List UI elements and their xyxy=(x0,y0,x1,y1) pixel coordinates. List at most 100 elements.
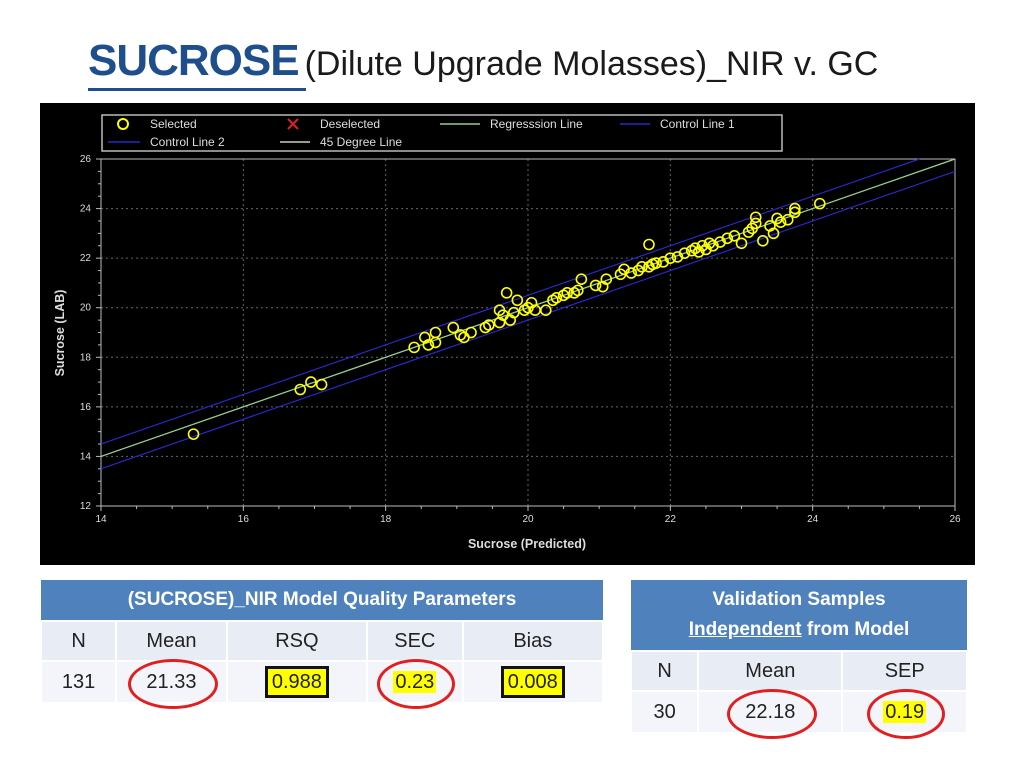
value-rsq: 0.988 xyxy=(264,665,329,698)
data-point xyxy=(789,206,801,219)
data-points xyxy=(187,197,826,440)
data-point xyxy=(187,428,200,440)
y-axis-label: Sucrose (LAB) xyxy=(53,290,67,377)
val-value-sep-cell: 0.19 xyxy=(841,688,968,739)
validation-table: Validation Samples Independent from Mode… xyxy=(629,580,968,739)
x-tick-label: 22 xyxy=(665,514,677,525)
data-point xyxy=(767,227,780,240)
data-point xyxy=(636,261,648,273)
data-point xyxy=(550,292,563,304)
data-point xyxy=(650,257,662,269)
value-mean: 21.33 xyxy=(146,670,197,693)
val-col-header-sep: SEP xyxy=(841,650,968,692)
x-tick-label: 14 xyxy=(95,514,107,525)
col-header-bias: Bias xyxy=(461,620,605,662)
model-quality-header: (SUCROSE)_NIR Model Quality Parameters xyxy=(41,580,603,621)
data-point xyxy=(561,287,573,299)
y-tick-label: 12 xyxy=(80,501,92,512)
data-point xyxy=(511,294,524,307)
y-tick-label: 20 xyxy=(80,303,92,314)
x-tick-label: 24 xyxy=(807,514,819,525)
val-value-sep: 0.19 xyxy=(883,700,927,723)
value-sec: 0.23 xyxy=(393,670,437,693)
x-tick-label: 26 xyxy=(949,514,961,525)
col-header-mean: Mean xyxy=(115,620,228,662)
data-point xyxy=(500,287,513,299)
legend-45deg-label: 45 Degree Line xyxy=(320,135,402,149)
data-point xyxy=(728,230,741,242)
data-point xyxy=(572,284,584,297)
data-point xyxy=(721,232,734,245)
data-point xyxy=(507,306,520,319)
val-col-header-n: N xyxy=(629,650,700,692)
legend-deselected-label: Deselected xyxy=(320,117,380,131)
data-point xyxy=(483,319,495,331)
data-point xyxy=(643,238,655,251)
legend-deselected-marker xyxy=(287,118,299,130)
y-tick-label: 16 xyxy=(80,402,92,413)
data-point xyxy=(813,197,826,210)
data-point xyxy=(315,378,328,391)
value-rsq-cell: 0.988 xyxy=(225,660,369,704)
model-quality-table: (SUCROSE)_NIR Model Quality Parameters N… xyxy=(39,580,605,709)
value-bias-cell: 0.008 xyxy=(461,660,605,704)
value-mean-cell: 21.33 xyxy=(115,658,228,709)
y-tick-label: 26 xyxy=(80,154,92,165)
data-point xyxy=(692,246,705,258)
y-tick-label: 22 xyxy=(80,253,92,264)
x-tick-label: 20 xyxy=(522,514,534,525)
data-point xyxy=(689,242,702,255)
data-point xyxy=(429,336,442,349)
data-point xyxy=(749,217,762,230)
data-point xyxy=(625,267,637,279)
validation-header-line1: Validation Samples xyxy=(712,589,886,610)
validation-header: Validation Samples Independent from Mode… xyxy=(631,580,967,651)
y-tick-label: 14 xyxy=(80,451,92,462)
data-point xyxy=(575,273,588,286)
data-point xyxy=(408,341,420,354)
data-point xyxy=(735,237,748,250)
data-point xyxy=(789,202,801,215)
y-tick-label: 24 xyxy=(80,204,92,215)
data-point xyxy=(465,326,477,339)
value-n: 131 xyxy=(39,660,118,704)
control-line-1 xyxy=(100,158,920,445)
data-point xyxy=(664,252,677,264)
data-point xyxy=(589,279,602,292)
title-main: SUCROSE xyxy=(88,36,300,85)
data-point xyxy=(305,376,317,388)
data-point xyxy=(774,216,787,229)
data-point xyxy=(632,264,645,277)
y-tick-label: 18 xyxy=(80,352,92,363)
legend: Selected Deselected Regresssion Line Con… xyxy=(101,114,783,152)
val-value-mean-cell: 22.18 xyxy=(697,688,844,739)
data-point xyxy=(678,247,691,259)
val-col-header-mean: Mean xyxy=(697,650,844,692)
data-point xyxy=(447,321,460,334)
col-header-rsq: RSQ xyxy=(225,620,369,662)
chart-background xyxy=(40,103,975,565)
title-subtitle: (Dilute Upgrade Molasses)_NIR v. GC xyxy=(304,45,879,83)
data-point xyxy=(294,383,307,396)
control-line-2 xyxy=(100,170,956,470)
slide-title: SUCROSE (Dilute Upgrade Molasses)_NIR v. … xyxy=(88,36,879,91)
val-value-n: 30 xyxy=(629,690,700,734)
plot-frame xyxy=(100,158,956,507)
legend-regression-label: Regresssion Line xyxy=(490,117,583,131)
legend-selected-label: Selected xyxy=(150,117,197,131)
col-header-sec: SEC xyxy=(366,620,464,662)
value-sec-cell: 0.23 xyxy=(366,658,464,709)
legend-selected-marker xyxy=(117,118,129,130)
legend-control2-label: Control Line 2 xyxy=(150,135,225,149)
col-header-n: N xyxy=(39,620,118,662)
data-point xyxy=(422,339,435,351)
data-point xyxy=(781,213,794,226)
legend-control1-label: Control Line 1 xyxy=(660,117,735,131)
validation-header-rest: from Model xyxy=(806,619,910,640)
x-tick-label: 18 xyxy=(380,514,392,525)
x-tick-label: 16 xyxy=(238,514,250,525)
data-point xyxy=(749,211,762,224)
data-point xyxy=(757,234,769,247)
